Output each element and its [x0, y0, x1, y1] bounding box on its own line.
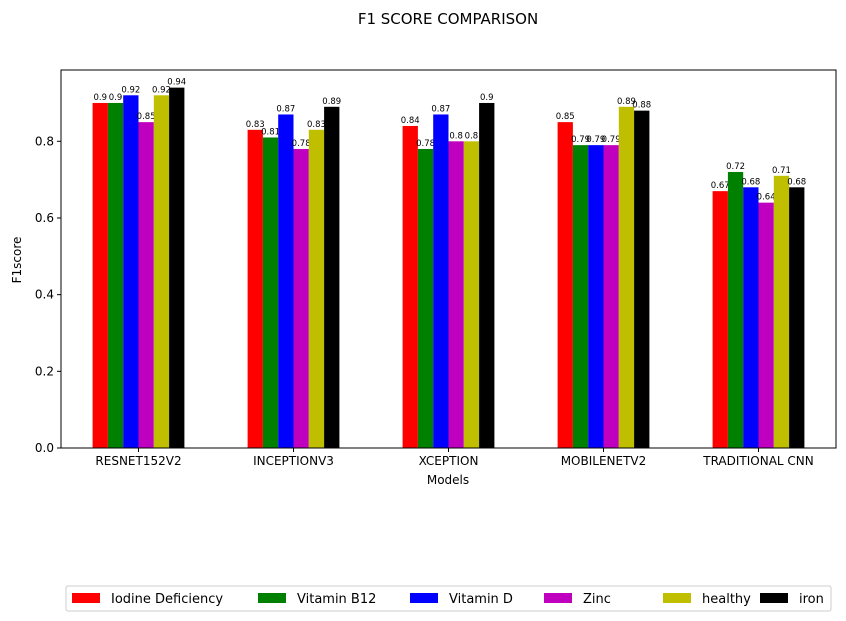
bar [618, 106, 635, 449]
data-label: 0.9 [93, 93, 107, 103]
bar [773, 175, 790, 448]
bar [417, 148, 434, 448]
data-label: 0.92 [152, 85, 171, 95]
data-label: 0.84 [401, 116, 420, 126]
data-label: 0.8 [449, 131, 463, 141]
legend-label: Vitamin D [449, 592, 513, 607]
legend-swatch [760, 593, 788, 603]
x-tick-label: MOBILENETV2 [561, 454, 647, 468]
data-label: 0.79 [602, 135, 621, 145]
plot-area: 0.9 0.83 0.84 0.85 0.67 0.9 0.81 0.78 0.79 0.72 0.… [35, 69, 837, 468]
bar [572, 145, 589, 448]
bar [153, 95, 170, 449]
bar [278, 114, 294, 448]
bar [448, 141, 464, 448]
data-label: 0.78 [416, 139, 435, 149]
legend-swatch [258, 593, 286, 603]
bar [247, 129, 263, 448]
data-label: 0.88 [632, 101, 651, 111]
legend-label: Zinc [583, 592, 611, 607]
bar [727, 171, 744, 449]
bar [463, 141, 480, 448]
legend-label: Vitamin B12 [297, 592, 376, 607]
data-label: 0.9 [109, 93, 123, 103]
data-label: 0.78 [292, 139, 311, 149]
data-label: 0.85 [556, 112, 575, 122]
data-label: 0.89 [322, 97, 341, 107]
data-label: 0.68 [741, 177, 760, 187]
bar [324, 106, 340, 449]
legend-swatch [410, 593, 438, 603]
data-label: 0.81 [261, 127, 280, 137]
bar [433, 114, 449, 448]
data-label: 0.67 [711, 181, 730, 191]
data-label: 0.9 [480, 93, 494, 103]
bar [758, 202, 774, 448]
bar [138, 122, 154, 448]
data-label: 0.89 [617, 97, 636, 107]
legend-swatch [72, 593, 100, 603]
x-axis-label: Models [427, 473, 469, 487]
x-tick-label: TRADITIONAL CNN [702, 454, 814, 468]
bar [262, 137, 279, 448]
bar [402, 125, 418, 448]
data-label: 0.87 [431, 104, 450, 114]
bar [293, 148, 309, 448]
data-label: 0.92 [121, 85, 140, 95]
bar [789, 187, 805, 448]
x-tick-label: RESNET152V2 [95, 454, 181, 468]
legend: Iodine Deficiency Vitamin B12 Vitamin D Zin… [65, 585, 832, 612]
legend-label: healthy [702, 592, 751, 607]
bar [92, 102, 108, 448]
bar [169, 87, 185, 448]
chart-title: F1 SCORE COMPARISON [358, 10, 538, 28]
bar [712, 191, 728, 448]
y-tick-label: 0.4 [35, 288, 54, 302]
bar [557, 122, 573, 448]
data-label: 0.94 [167, 78, 186, 88]
bar [588, 145, 604, 448]
data-label: 0.71 [772, 166, 791, 176]
legend-swatch [544, 593, 572, 603]
data-label: 0.79 [571, 135, 590, 145]
bar [603, 145, 619, 448]
bar [743, 187, 759, 448]
y-tick-label: 0.0 [35, 441, 54, 455]
data-label: 0.79 [586, 135, 605, 145]
data-label: 0.85 [137, 112, 156, 122]
legend-box [65, 585, 832, 612]
legend-label: Iodine Deficiency [111, 592, 223, 607]
data-label: 0.72 [726, 162, 745, 172]
data-label: 0.83 [307, 120, 326, 130]
data-label: 0.83 [246, 120, 265, 130]
bar [308, 129, 325, 448]
data-label: 0.68 [787, 177, 806, 187]
data-label: 0.8 [465, 131, 479, 141]
x-tick-label: XCEPTION [419, 454, 479, 468]
bar [634, 110, 650, 448]
y-axis-label: F1score [10, 237, 24, 284]
y-tick-label: 0.2 [35, 364, 54, 378]
y-tick-label: 0.8 [35, 134, 54, 148]
bar [123, 95, 139, 449]
bar [107, 102, 124, 448]
legend-swatch [663, 593, 691, 603]
y-tick-label: 0.6 [35, 211, 54, 225]
data-label: 0.87 [276, 104, 295, 114]
data-label: 0.64 [757, 193, 776, 203]
x-tick-label: INCEPTIONV3 [253, 454, 334, 468]
legend-label: iron [799, 592, 824, 607]
bar [479, 102, 495, 448]
